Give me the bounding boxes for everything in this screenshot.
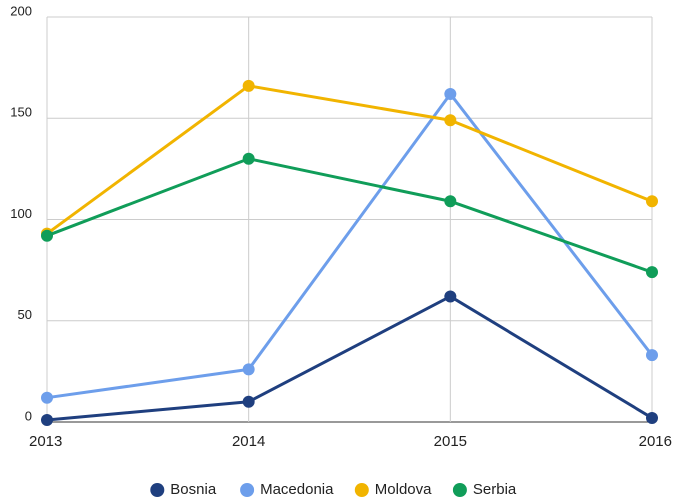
data-point [41,229,53,242]
y-tick-label: 200 [10,3,32,18]
legend-label: Serbia [473,481,517,498]
data-point [41,413,53,426]
data-point [646,411,658,424]
series-line [46,92,654,400]
x-tick-label: 2015 [434,433,467,450]
x-tick-label: 2016 [639,433,672,450]
data-point [646,266,658,279]
legend-marker [240,483,255,497]
data-point [444,114,457,127]
data-point [646,195,658,208]
data-point [242,363,255,376]
series-line [46,294,653,422]
legend-marker [150,483,165,497]
data-point [444,195,457,208]
series-line [46,84,653,235]
data-point [444,290,457,303]
data-point [41,391,53,404]
y-tick-label: 0 [25,408,32,423]
y-tick-label: 50 [18,307,32,322]
data-point [242,395,255,408]
series-line [46,157,653,274]
legend-label: Moldova [375,481,432,498]
legend-label: Bosnia [170,481,217,498]
legend-marker [354,483,369,497]
x-tick-label: 2013 [29,433,62,450]
data-point [242,79,255,92]
data-point [242,152,255,165]
legend-marker [452,483,467,497]
x-tick-label: 2014 [232,433,265,450]
y-tick-label: 100 [10,206,32,221]
data-point [444,87,457,100]
data-point [646,349,658,362]
y-tick-label: 150 [10,105,32,120]
legend-label: Macedonia [260,481,334,498]
